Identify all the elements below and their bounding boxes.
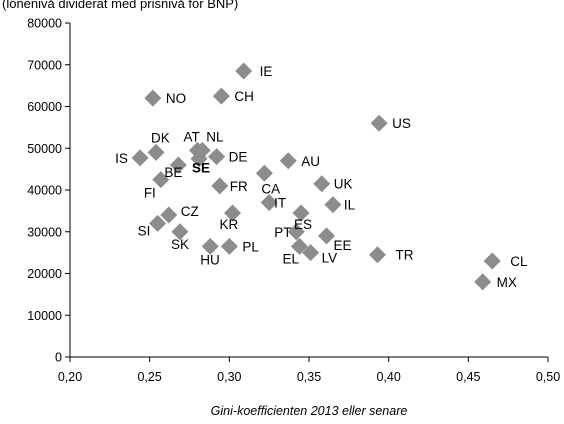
data-point-kr bbox=[224, 204, 242, 222]
data-point-be bbox=[169, 156, 187, 174]
point-label-ee: EE bbox=[334, 238, 352, 253]
data-point-lv bbox=[302, 244, 320, 262]
y-tick-label: 40000 bbox=[27, 184, 62, 198]
y-tick-label: 0 bbox=[55, 351, 62, 365]
point-label-mx: MX bbox=[497, 275, 517, 290]
point-label-cl: CL bbox=[510, 254, 528, 269]
data-point-el bbox=[290, 237, 308, 255]
point-label-cz: CZ bbox=[181, 204, 199, 219]
data-point-uk bbox=[313, 175, 331, 193]
point-label-tr: TR bbox=[396, 248, 414, 263]
data-point-us bbox=[370, 114, 388, 132]
data-point-dk bbox=[147, 143, 165, 161]
data-point-il bbox=[324, 196, 342, 214]
point-label-pl: PL bbox=[242, 239, 259, 254]
point-label-de: DE bbox=[229, 150, 248, 165]
point-label-el: EL bbox=[282, 251, 299, 266]
x-tick-label: 0,45 bbox=[456, 370, 480, 384]
point-label-si: SI bbox=[138, 223, 151, 238]
y-tick-label: 60000 bbox=[27, 100, 62, 114]
y-tick-label: 50000 bbox=[27, 142, 62, 156]
point-label-kr: KR bbox=[220, 217, 239, 232]
point-label-fi: FI bbox=[144, 186, 156, 201]
data-point-es bbox=[292, 204, 310, 222]
data-point-it bbox=[260, 194, 278, 212]
x-axis-title: Gini-koefficienten 2013 eller senare bbox=[211, 404, 408, 418]
data-point-ch bbox=[212, 87, 230, 105]
point-label-ch: CH bbox=[234, 89, 254, 104]
data-point-ee bbox=[318, 227, 336, 245]
data-point-tr bbox=[369, 246, 387, 264]
x-tick-label: 0,35 bbox=[297, 370, 321, 384]
y-tick-label: 80000 bbox=[27, 17, 62, 31]
point-label-il: IL bbox=[344, 198, 356, 213]
point-label-sk: SK bbox=[171, 237, 189, 252]
point-label-se: SE bbox=[192, 161, 210, 176]
point-label-is: IS bbox=[115, 151, 128, 166]
point-label-be: BE bbox=[164, 165, 182, 180]
data-point-de bbox=[208, 148, 226, 166]
point-labels: IE NO CH US DK AT NL IS DE AU SE BE CA UK FI FR IT IL ES KR… bbox=[115, 64, 528, 290]
data-point-cl bbox=[483, 252, 501, 270]
x-tick-label: 0,30 bbox=[217, 370, 241, 384]
data-point-cz bbox=[160, 206, 178, 224]
point-label-dk: DK bbox=[151, 130, 170, 145]
y-tick-label: 10000 bbox=[27, 309, 62, 323]
data-point-au bbox=[279, 152, 297, 170]
point-label-es: ES bbox=[294, 217, 312, 232]
data-point-mx bbox=[474, 273, 492, 291]
data-point-is bbox=[131, 149, 149, 167]
y-tick-label: 70000 bbox=[27, 58, 62, 72]
data-point-fi bbox=[152, 171, 170, 189]
x-tick-label: 0,50 bbox=[536, 370, 560, 384]
point-label-nl: NL bbox=[206, 129, 224, 144]
x-tick-label: 0,25 bbox=[137, 370, 161, 384]
data-point-pl bbox=[220, 237, 238, 255]
data-point-sk bbox=[171, 223, 189, 241]
point-label-au: AU bbox=[301, 154, 320, 169]
x-axis: 0,20 0,25 0,30 0,35 0,40 0,45 0,50 bbox=[58, 356, 560, 384]
y-tick-label: 30000 bbox=[27, 225, 62, 239]
point-label-ca: CA bbox=[261, 181, 280, 196]
point-label-uk: UK bbox=[334, 177, 353, 192]
point-label-ie: IE bbox=[260, 64, 273, 79]
data-point-ca bbox=[255, 164, 273, 182]
data-points bbox=[131, 62, 501, 291]
chart-caption: (lönenivå dividerat med prisnivå för BNP… bbox=[2, 0, 239, 11]
point-label-pt: PT bbox=[274, 225, 291, 240]
data-point-hu bbox=[201, 237, 219, 255]
data-point-si bbox=[149, 214, 167, 232]
point-label-at: AT bbox=[183, 129, 199, 144]
data-point-fr bbox=[211, 177, 229, 195]
point-label-lv: LV bbox=[322, 251, 338, 266]
data-point-pt bbox=[287, 223, 305, 241]
point-label-fr: FR bbox=[230, 179, 248, 194]
y-tick-label: 20000 bbox=[27, 267, 62, 281]
y-axis: 0 10000 20000 30000 40000 50000 60000 70000 8000… bbox=[27, 17, 71, 365]
x-tick-label: 0,40 bbox=[376, 370, 400, 384]
data-point-se bbox=[190, 150, 208, 168]
data-point-no bbox=[144, 89, 162, 107]
point-label-it: IT bbox=[274, 196, 286, 211]
data-point-ie bbox=[235, 62, 253, 80]
point-label-no: NO bbox=[166, 91, 186, 106]
point-label-us: US bbox=[392, 116, 411, 131]
x-tick-label: 0,20 bbox=[58, 370, 82, 384]
point-label-hu: HU bbox=[200, 252, 220, 267]
